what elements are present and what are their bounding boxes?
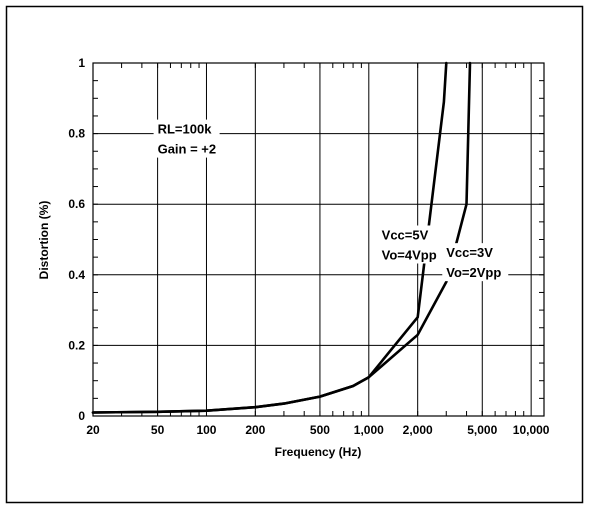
y-tick-label: 0.6 bbox=[68, 197, 85, 211]
y-tick-label: 0.8 bbox=[68, 127, 85, 141]
annotation-background bbox=[153, 119, 220, 158]
y-tick-label: 0.2 bbox=[68, 338, 85, 352]
x-tick-label: 20 bbox=[86, 423, 100, 437]
annotation-text: RL=100k bbox=[158, 122, 213, 137]
x-tick-label: 5,000 bbox=[467, 423, 497, 437]
annotations: RL=100k Gain = +2 Vcc=5V Vo=4Vpp Vcc=3V Vo=2V… bbox=[153, 119, 509, 282]
x-tick-label: 50 bbox=[151, 423, 165, 437]
x-tick-label: 500 bbox=[310, 423, 330, 437]
y-tick-label: 1 bbox=[78, 56, 85, 70]
annotation-background bbox=[442, 243, 509, 282]
plot-area-border bbox=[92, 62, 545, 417]
annotation-text: Vo=2Vpp bbox=[446, 265, 501, 280]
annotation-text: Vcc=3V bbox=[446, 245, 493, 260]
y-axis-label: Distortion (%) bbox=[37, 201, 51, 280]
x-tick-label: 2,000 bbox=[403, 423, 433, 437]
x-tick-label: 200 bbox=[245, 423, 265, 437]
x-tick-label: 100 bbox=[196, 423, 216, 437]
y-tick-label: 0.4 bbox=[68, 268, 85, 282]
x-axis-label: Frequency (Hz) bbox=[275, 445, 362, 459]
x-axis-ticks: 20 50 100 200 500 1,000 2,000 5,000 10,000 bbox=[86, 423, 550, 437]
annotation-text: Vcc=5V bbox=[382, 228, 429, 243]
y-axis-ticks: 0 0.2 0.4 0.6 0.8 1 bbox=[68, 56, 85, 423]
annotation-background bbox=[377, 225, 444, 264]
x-tick-label: 1,000 bbox=[354, 423, 384, 437]
x-tick-label: 10,000 bbox=[513, 423, 550, 437]
y-tick-label: 0 bbox=[78, 409, 85, 423]
annotation-text: Gain = +2 bbox=[158, 142, 217, 157]
annotation-text: Vo=4Vpp bbox=[382, 248, 437, 263]
